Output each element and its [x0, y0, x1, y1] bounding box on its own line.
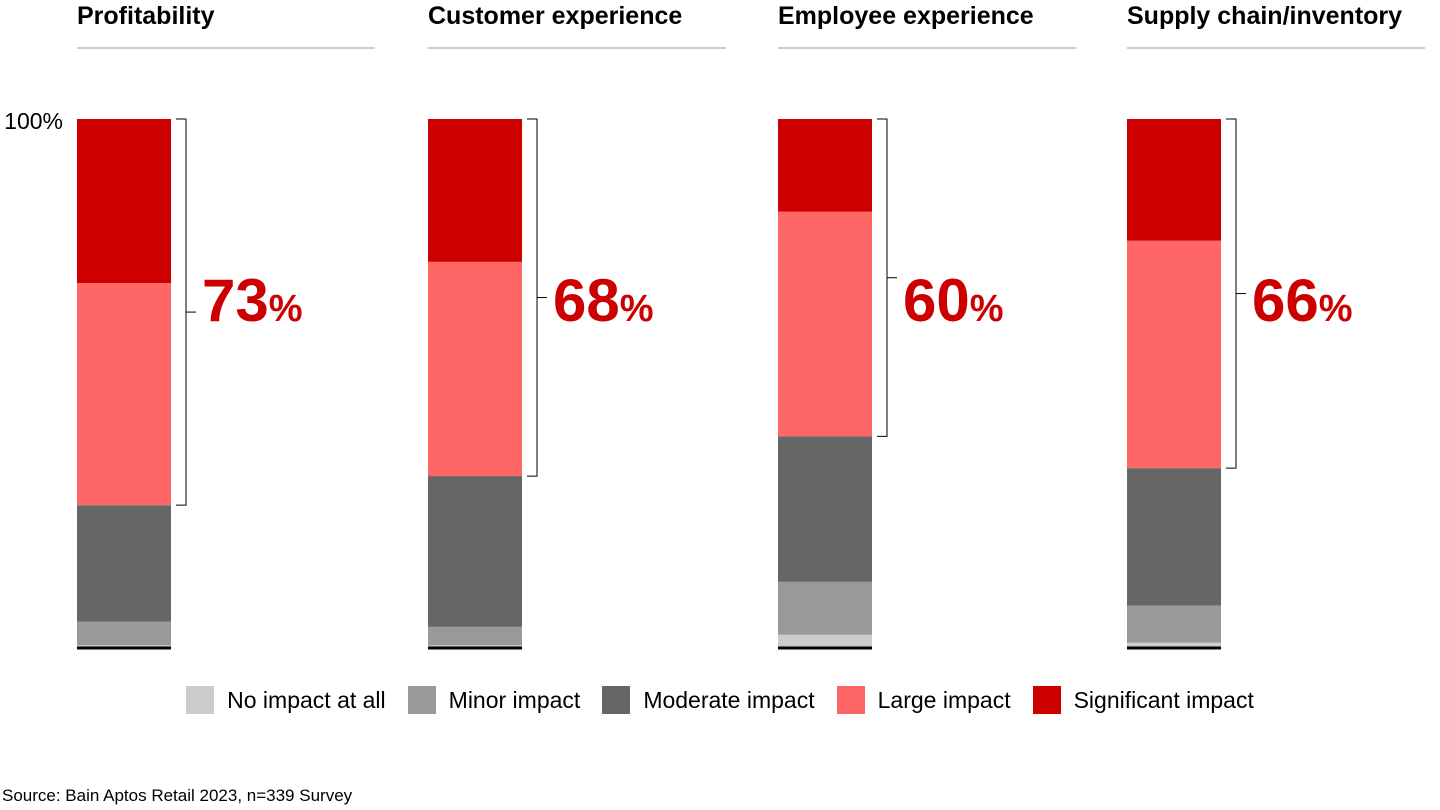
panel-title-employee-experience: Employee experience	[778, 2, 1034, 30]
bar-segment-significant-impact	[1127, 119, 1221, 241]
legend-label: Large impact	[877, 687, 1011, 713]
legend-label: Minor impact	[448, 687, 581, 713]
legend-item-minor-impact: Minor impact	[407, 686, 581, 714]
bracket-total-label: 73%	[202, 267, 303, 334]
bracket-total-number: 60	[903, 267, 970, 334]
bar-segment-no-impact-at-all	[1127, 642, 1221, 648]
bracket	[877, 118, 888, 437]
bracket-total-label: 66%	[1252, 267, 1353, 334]
bar-segment-large-impact	[428, 261, 522, 477]
source-note: Source: Bain Aptos Retail 2023, n=339 Su…	[2, 786, 353, 805]
bar-segment-large-impact	[77, 282, 171, 506]
legend-item-no-impact-at-all: No impact at all	[186, 686, 386, 714]
bracket-total-label: 60%	[903, 267, 1004, 334]
legend-swatch	[1032, 686, 1061, 714]
legend-swatch	[602, 686, 631, 714]
legend-item-significant-impact: Significant impact	[1032, 686, 1254, 714]
panel-title-supply-chain-inventory: Supply chain/inventory	[1127, 2, 1402, 30]
panel-title-profitability: Profitability	[77, 2, 215, 30]
bar-segment-minor-impact	[778, 581, 872, 635]
legend-label: No impact at all	[227, 687, 386, 713]
bracket-total-number: 73	[202, 267, 269, 334]
legend-swatch	[836, 686, 865, 714]
legend-swatch	[407, 686, 436, 714]
y-tick-label: 100%	[4, 108, 63, 134]
bracket-total-number: 66	[1252, 267, 1319, 334]
bracket-total-label: 68%	[553, 267, 654, 334]
bar-segment-moderate-impact	[428, 476, 522, 627]
bar-segment-significant-impact	[77, 119, 171, 283]
bar-segment-moderate-impact	[778, 436, 872, 582]
bar-segment-significant-impact	[428, 119, 522, 262]
panel-title-customer-experience: Customer experience	[428, 2, 682, 30]
legend-label: Significant impact	[1073, 687, 1254, 713]
bracket	[176, 118, 187, 506]
bar-segment-large-impact	[778, 211, 872, 437]
bracket-total-unit: %	[620, 288, 654, 330]
legend: No impact at all Minor impact Moderate imp…	[0, 686, 1440, 714]
bracket	[1226, 118, 1237, 469]
bracket	[527, 118, 538, 477]
bar-segment-minor-impact	[1127, 605, 1221, 643]
bar-segment-moderate-impact	[77, 505, 171, 622]
bar-segment-minor-impact	[428, 626, 522, 646]
legend-swatch	[186, 686, 215, 714]
bracket-total-unit: %	[269, 288, 303, 330]
legend-item-moderate-impact: Moderate impact	[602, 686, 815, 714]
bar-segment-minor-impact	[77, 621, 171, 646]
legend-item-large-impact: Large impact	[836, 686, 1011, 714]
bar-segment-large-impact	[1127, 240, 1221, 469]
bracket-total-unit: %	[970, 288, 1004, 330]
legend-label: Moderate impact	[643, 687, 815, 713]
bar-segment-moderate-impact	[1127, 468, 1221, 606]
stacked-bar-chart: 100% Profitability 73% Customer experience 6…	[4, 2, 1425, 650]
bracket-total-unit: %	[1319, 288, 1353, 330]
bracket-total-number: 68	[553, 267, 620, 334]
bar-segment-no-impact-at-all	[778, 634, 872, 648]
bar-segment-significant-impact	[778, 119, 872, 212]
